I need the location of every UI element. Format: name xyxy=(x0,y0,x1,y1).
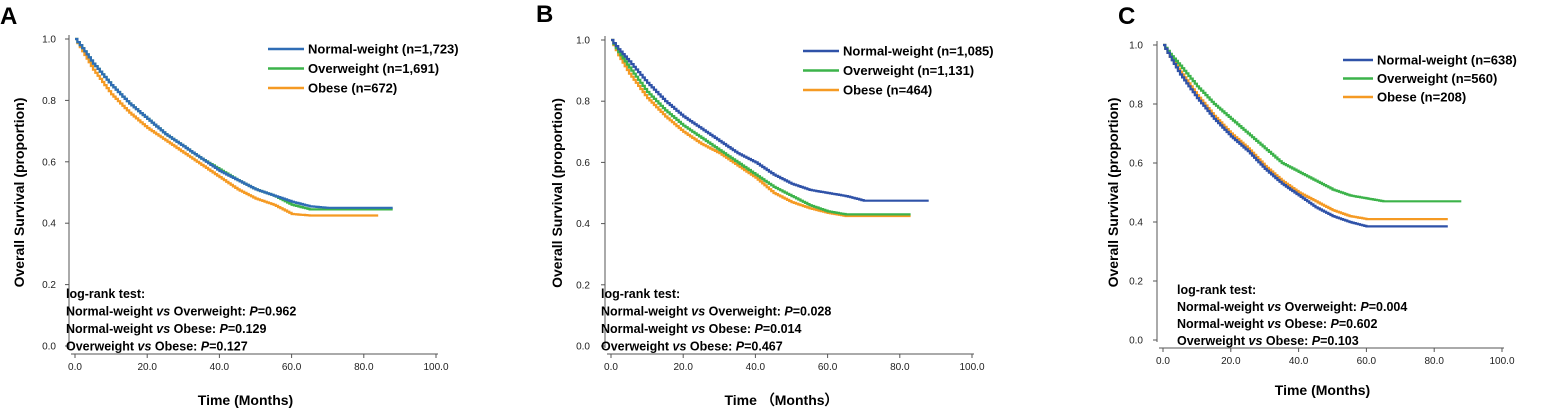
logrank-annotation: Overweight vs Obese: P=0.127 xyxy=(66,340,248,354)
km-panel-c: C 0.0 0.2 0.4 0.6 0.8 1.0 0.0 20.0 40.0 60.0 80.0 10… xyxy=(1105,3,1517,398)
x-tick-label: 20.0 xyxy=(673,362,693,373)
x-axis-title: Time （Months） xyxy=(724,392,838,408)
y-tick-label: 0.4 xyxy=(42,219,56,230)
x-tick-label: 80.0 xyxy=(354,362,374,373)
y-tick-label: 0.2 xyxy=(1129,277,1143,288)
survival-curve-series xyxy=(1163,43,1462,203)
x-tick-label: 0.0 xyxy=(1156,356,1170,367)
panel-label: A xyxy=(0,3,17,30)
x-axis-title: Time (Months) xyxy=(1275,382,1370,398)
x-tick-label: 20.0 xyxy=(1221,356,1241,367)
legend-label: Overweight (n=1,131) xyxy=(843,63,974,78)
y-tick-label: 0.0 xyxy=(576,342,590,353)
logrank-annotation: Normal-weight vs Obese: P=0.014 xyxy=(601,322,802,336)
km-panel-a: A 0.0 0.2 0.4 0.6 0.8 1.0 0.0 20.0 40.0 60.0 80.0 10… xyxy=(0,3,459,408)
y-tick-label: 0.8 xyxy=(576,97,590,108)
y-tick-label: 0.2 xyxy=(576,280,590,291)
y-tick-label: 0.6 xyxy=(1129,159,1143,170)
logrank-annotation: Normal-weight vs Overweight: P=0.004 xyxy=(1177,300,1407,314)
y-tick-label: 0.4 xyxy=(1129,218,1143,229)
logrank-annotation: Normal-weight vs Overweight: P=0.028 xyxy=(601,305,831,319)
x-tick-label: 20.0 xyxy=(137,362,157,373)
x-tick-label: 40.0 xyxy=(1289,356,1309,367)
logrank-annotation: Overweight vs Obese: P=0.103 xyxy=(1177,334,1359,348)
panel-label: B xyxy=(536,1,553,28)
legend-label: Obese (n=672) xyxy=(308,81,397,96)
y-tick-label: 0.8 xyxy=(1129,100,1143,111)
y-tick-label: 0.8 xyxy=(42,96,56,107)
km-panel-b: B 0.0 0.2 0.4 0.6 0.8 1.0 0.0 20.0 40.0 60.0 80.0 10… xyxy=(536,1,994,408)
y-axis-title: Overall Survival (proportion) xyxy=(549,98,565,288)
x-axis-title: Time (Months) xyxy=(198,392,293,408)
x-tick-label: 100.0 xyxy=(1489,356,1514,367)
x-tick-label: 100.0 xyxy=(423,362,448,373)
x-tick-label: 80.0 xyxy=(1424,356,1444,367)
x-tick-label: 100.0 xyxy=(959,362,984,373)
legend-label: Obese (n=208) xyxy=(1377,90,1466,105)
survival-curve-series xyxy=(611,38,911,216)
legend-label: Normal-weight (n=1,723) xyxy=(308,42,459,57)
y-tick-label: 1.0 xyxy=(1129,41,1143,52)
survival-curve-series xyxy=(611,38,911,218)
legend-label: Overweight (n=560) xyxy=(1377,71,1497,86)
y-tick-label: 0.6 xyxy=(42,157,56,168)
y-tick-label: 0.6 xyxy=(576,158,590,169)
logrank-annotation: Normal-weight vs Overweight: P=0.962 xyxy=(66,305,296,319)
x-tick-label: 60.0 xyxy=(282,362,302,373)
x-tick-label: 40.0 xyxy=(210,362,230,373)
legend-label: Normal-weight (n=1,085) xyxy=(843,44,994,59)
y-tick-label: 0.0 xyxy=(1129,336,1143,347)
x-tick-label: 0.0 xyxy=(68,362,82,373)
survival-curve-series xyxy=(611,38,929,202)
y-axis-title: Overall Survival (proportion) xyxy=(1105,98,1121,288)
survival-curve-series xyxy=(75,37,393,209)
x-tick-label: 60.0 xyxy=(818,362,838,373)
y-tick-label: 1.0 xyxy=(576,36,590,47)
logrank-annotation: log-rank test: xyxy=(1177,283,1256,297)
survival-curve-series xyxy=(75,37,379,217)
legend-label: Overweight (n=1,691) xyxy=(308,61,439,76)
y-tick-label: 0.2 xyxy=(42,280,56,291)
x-tick-label: 0.0 xyxy=(604,362,618,373)
legend-label: Obese (n=464) xyxy=(843,83,932,98)
y-tick-label: 1.0 xyxy=(42,35,56,46)
logrank-annotation: log-rank test: xyxy=(66,287,145,301)
panel-label: C xyxy=(1118,3,1135,30)
y-axis-title: Overall Survival (proportion) xyxy=(11,98,27,288)
logrank-annotation: Normal-weight vs Obese: P=0.129 xyxy=(66,322,267,336)
logrank-annotation: Normal-weight vs Obese: P=0.602 xyxy=(1177,317,1378,331)
logrank-annotation: log-rank test: xyxy=(601,287,680,301)
logrank-annotation: Overweight vs Obese: P=0.467 xyxy=(601,340,783,354)
survival-curve-series xyxy=(1163,43,1448,228)
x-tick-label: 40.0 xyxy=(746,362,766,373)
x-tick-label: 60.0 xyxy=(1357,356,1377,367)
y-tick-label: 0.4 xyxy=(576,219,590,230)
x-tick-label: 80.0 xyxy=(890,362,910,373)
y-tick-label: 0.0 xyxy=(42,342,56,353)
legend-label: Normal-weight (n=638) xyxy=(1377,53,1517,68)
